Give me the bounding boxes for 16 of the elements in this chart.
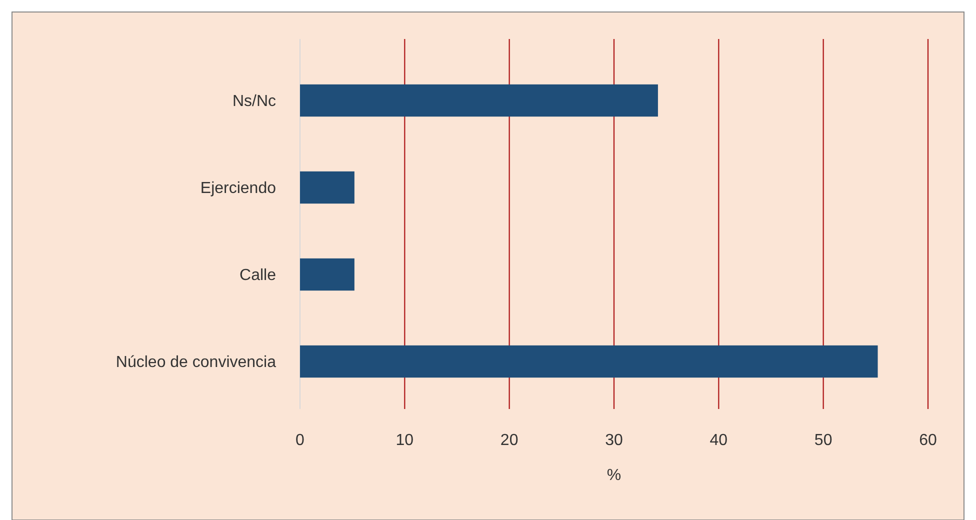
x-tick-label: 30 [605,432,623,449]
y-tick-label: Calle [240,267,276,284]
x-tick-label: 60 [919,432,937,449]
x-tick-label: 40 [710,432,728,449]
y-tick-label: Ejerciendo [200,180,276,198]
y-tick-label: Ns/Nc [232,93,276,110]
bar [300,345,878,378]
x-tick-label: 20 [500,432,518,449]
x-tick-label: 0 [296,432,305,449]
y-tick-label: Núcleo de convivencia [116,354,276,372]
x-tick-label: 50 [814,432,832,449]
bar [300,171,354,204]
bar [300,258,354,291]
bar [300,84,658,117]
x-axis-title: % [606,467,622,484]
x-tick-label: 10 [396,432,414,449]
